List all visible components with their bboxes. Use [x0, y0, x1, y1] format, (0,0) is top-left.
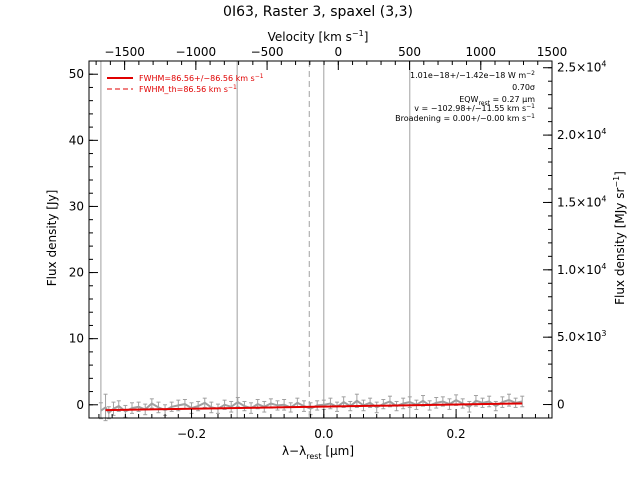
top-x-tick-label: 1000	[465, 45, 496, 59]
y-axis-label: Flux density [Jy]	[45, 190, 59, 287]
top-x-tick-label: −1500	[104, 45, 145, 59]
top-x-tick-label: −1000	[176, 45, 217, 59]
annotation-flux: 1.01e−18+/−1.42e−18 W m−2	[410, 70, 535, 80]
y-tick-label: 20	[69, 266, 84, 280]
legend: FWHM=86.56+/−86.56 km s−1 FWHM_th=86.56 …	[107, 73, 264, 94]
right-y-tick-label: 1.5×104	[557, 194, 607, 209]
x-tick-label: −0.2	[177, 427, 206, 441]
fit-line	[105, 402, 523, 412]
plot-frame	[88, 60, 553, 419]
tick-labels: −0.2 0.0 0.2−1500 −1000 −500 0 500 1000 15000102…	[69, 45, 607, 441]
reference-lines	[100, 61, 411, 418]
data-series	[100, 398, 523, 415]
y-tick-label: 10	[69, 332, 84, 346]
annotation-eqw: EQWrest = 0.27 μm	[459, 95, 535, 107]
legend-label-fwhm: FWHM=86.56+/−86.56 km s−1	[139, 73, 264, 83]
right-y-tick-label: 5.0×103	[557, 329, 607, 344]
fit-annotations: 1.01e−18+/−1.42e−18 W m−2 0.70σ EQWrest …	[395, 70, 535, 123]
y-tick-label: 40	[69, 133, 84, 147]
chart-title: 0I63, Raster 3, spaxel (3,3)	[223, 4, 413, 20]
annotation-sigma: 0.70σ	[512, 83, 535, 92]
y-tick-label: 0	[76, 398, 84, 412]
top-x-tick-label: 500	[398, 45, 421, 59]
y-tick-label: 50	[69, 67, 84, 81]
y-tick-label: 30	[69, 199, 84, 213]
right-y-axis-label: Flux density [MJy sr−1]	[612, 171, 627, 305]
top-x-axis-label: Velocity [km s−1]	[268, 29, 369, 44]
right-y-tick-label: 2.0×104	[557, 127, 607, 142]
x-tick-label: 0.2	[447, 427, 466, 441]
legend-label-fwhm-th: FWHM_th=86.56 km s−1	[139, 84, 237, 94]
annotation-velocity: v = −102.98+/−11.55 km s−1	[414, 103, 535, 113]
x-axis-label: λ−λrest [μm]	[282, 444, 354, 461]
x-tick-label: 0.0	[314, 427, 333, 441]
annotation-broadening: Broadening = 0.00+/−0.00 km s−1	[395, 113, 535, 123]
right-y-tick-label: 2.5×104	[557, 60, 607, 75]
right-y-tick-label: 1.0×104	[557, 262, 607, 277]
right-y-tick-label: 0	[557, 398, 565, 412]
top-x-tick-label: 0	[334, 45, 342, 59]
top-x-tick-label: −500	[251, 45, 284, 59]
top-x-tick-label: 1500	[537, 45, 568, 59]
